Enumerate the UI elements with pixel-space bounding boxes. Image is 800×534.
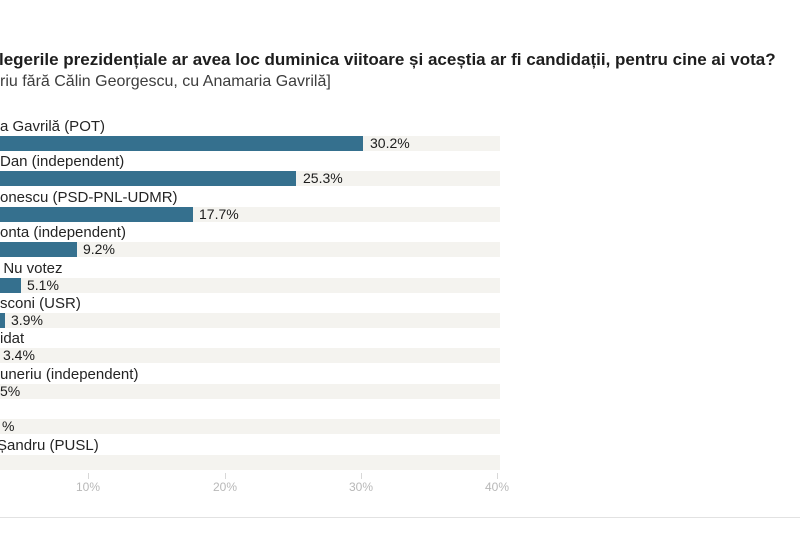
bar-value: 5% [0, 383, 21, 399]
bar-fill [0, 136, 363, 151]
bar-label: idat [0, 330, 25, 347]
bar-value: 9.2% [83, 241, 115, 257]
bar-track [0, 455, 500, 470]
chart-title: legerile prezidențiale ar avea loc dumin… [0, 50, 776, 69]
bar-fill [0, 278, 21, 293]
bar-fill [0, 242, 77, 257]
x-tick-mark [225, 473, 226, 479]
bar-track [0, 136, 500, 151]
bar-track [0, 278, 500, 293]
bar-track [0, 171, 500, 186]
bar-label: Dan (independent) [0, 153, 125, 170]
x-tick-label: 40% [484, 480, 510, 494]
x-tick-mark [361, 473, 362, 479]
bar-value: 25.3% [303, 170, 343, 186]
bar-track [0, 207, 500, 222]
bar-fill [0, 207, 193, 222]
bar-value: 30.2% [370, 135, 410, 151]
bar-label: onta (independent) [0, 224, 126, 241]
x-tick-label: 30% [348, 480, 374, 494]
bottom-divider [0, 517, 800, 518]
bar-label: Șandru (PUSL) [0, 437, 99, 454]
bar-track [0, 313, 500, 328]
bar-value: % [2, 418, 15, 434]
x-tick-mark [88, 473, 89, 479]
bar-value: 5.1% [27, 277, 59, 293]
bar-value: 3.9% [11, 312, 43, 328]
x-tick-mark [497, 473, 498, 479]
bar-label: uneriu (independent) [0, 366, 139, 383]
bar-track [0, 384, 500, 399]
bar-label: onescu (PSD-PNL-UDMR) [0, 189, 178, 206]
bar-label: / Nu votez [0, 260, 63, 277]
bar-track [0, 242, 500, 257]
bar-track [0, 348, 500, 363]
bar-label: a Gavrilă (POT) [0, 118, 106, 135]
bar-label: sconi (USR) [0, 295, 81, 312]
bar-track [0, 419, 500, 434]
x-tick-label: 20% [212, 480, 238, 494]
bar-value: 17.7% [199, 206, 239, 222]
bar-fill [0, 313, 5, 328]
x-tick-label: 10% [75, 480, 101, 494]
bar-fill [0, 171, 296, 186]
chart-subtitle: riu fără Călin Georgescu, cu Anamaria Ga… [0, 73, 331, 90]
bar-value: 3.4% [3, 347, 35, 363]
